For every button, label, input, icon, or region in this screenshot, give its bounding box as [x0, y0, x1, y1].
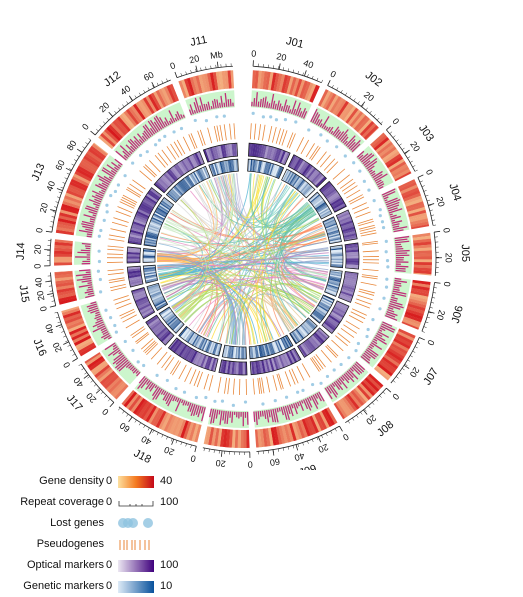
chromosome-label: J02	[363, 69, 384, 89]
tick-label: 40	[43, 323, 56, 336]
legend-optical-markers: Optical markers 0 100	[0, 558, 300, 576]
tick-label: 20	[163, 444, 176, 457]
tick-label: 60	[269, 456, 280, 467]
tick-label: 20	[38, 202, 50, 214]
tick-label: 0	[390, 391, 401, 401]
legend-lost-genes: Lost genes	[0, 516, 300, 534]
tick-label: 20	[435, 309, 447, 321]
tick-label: 0	[80, 122, 91, 132]
tick-label: 20	[408, 140, 422, 154]
synteny-links	[157, 173, 329, 345]
legend-repeat-label: Repeat coverage	[20, 496, 104, 508]
chromosome-label: J15	[17, 284, 32, 303]
legend-genetic-max: 10	[160, 580, 172, 592]
tick-label: 40	[118, 83, 132, 97]
chromosome-label: J17	[64, 392, 85, 413]
tick-label: 40	[302, 58, 315, 71]
tick-label: 20	[317, 442, 330, 455]
legend-gene-density-label: Gene density	[39, 475, 104, 487]
tick-label: 40	[293, 451, 305, 463]
tick-label: 0	[190, 453, 197, 464]
chromosome-label: J14	[15, 242, 28, 260]
tick-label: 20	[408, 365, 422, 379]
tick-label: 20	[32, 244, 42, 254]
legend-optical-min: 0	[106, 559, 112, 571]
chromosome-label: J11	[189, 34, 208, 49]
tick-label: 0	[341, 431, 350, 442]
tick-label: 80	[65, 138, 79, 152]
tick-label: 20	[444, 253, 454, 263]
tick-label: 0	[169, 60, 177, 71]
legend-genetic-min: 0	[106, 580, 112, 592]
optical-markers-swatch	[118, 560, 154, 572]
legend-lost-genes-label: Lost genes	[50, 517, 104, 529]
chromosome-label: J07	[421, 366, 441, 387]
chromosome-label: J13	[30, 162, 48, 183]
tick-label: 20	[362, 89, 376, 103]
legend-repeat-coverage: Repeat coverage 0 100	[0, 495, 300, 513]
tick-label: 20	[276, 51, 288, 63]
legend-pseudogenes-label: Pseudogenes	[37, 538, 104, 550]
legend-pseudogenes: Pseudogenes	[0, 537, 300, 555]
legend-genetic-markers: Genetic markers 0 10	[0, 579, 300, 597]
segment-j13	[46, 138, 174, 246]
chromosome-label: J18	[132, 447, 153, 466]
chromosome-label: J09	[298, 463, 318, 470]
tick-label: 20	[364, 413, 378, 427]
tick-label: 0	[424, 168, 435, 177]
genetic-markers-swatch	[118, 581, 154, 593]
legend-genetic-label: Genetic markers	[23, 580, 104, 592]
repeat-coverage-swatch	[118, 497, 154, 509]
tick-label: 0	[329, 69, 338, 80]
tick-label: 0	[390, 116, 401, 126]
tick-label: 60	[118, 420, 132, 434]
tick-label: 0	[247, 459, 252, 469]
pseudogenes-swatch	[118, 539, 154, 551]
chromosome-label: J06	[450, 304, 466, 324]
legend-optical-label: Optical markers	[27, 559, 104, 571]
tick-label: 40	[33, 277, 44, 288]
tick-label: 20	[188, 53, 200, 65]
legend-gene-density-min: 0	[106, 475, 112, 487]
legend-gene-density: Gene density 0 40	[0, 474, 300, 492]
tick-label: Mb	[210, 49, 224, 61]
tick-label: 0	[34, 227, 45, 233]
tick-label: 40	[140, 434, 154, 448]
tick-label: 20	[51, 341, 64, 354]
tick-label: 0	[61, 360, 72, 369]
tick-label: 40	[44, 180, 57, 193]
tick-label: 0	[100, 406, 110, 417]
chromosome-label: J16	[30, 337, 48, 358]
tick-label: 0	[441, 227, 452, 233]
tick-label: 0	[442, 281, 453, 287]
tick-label: 0	[251, 49, 257, 59]
tick-label: 0	[425, 338, 436, 347]
tick-label: 60	[53, 158, 66, 171]
chromosome-label: J12	[102, 69, 123, 89]
lost-genes-swatch	[118, 516, 158, 530]
tick-label: 0	[38, 305, 49, 312]
tick-label: 20	[215, 458, 226, 469]
tick-label: 0	[32, 263, 42, 268]
chromosome-label: J01	[285, 35, 305, 51]
legend-optical-max: 100	[160, 559, 178, 571]
legend-repeat-min: 0	[106, 496, 112, 508]
chromosome-label: J05	[459, 244, 471, 262]
tick-label: 40	[72, 375, 86, 389]
chromosome-label: J03	[416, 122, 436, 143]
legend-gene-density-max: 40	[160, 475, 172, 487]
tick-label: 60	[142, 70, 155, 83]
chromosome-label: J04	[446, 182, 463, 203]
legend-repeat-max: 100	[160, 496, 178, 508]
tick-label: 20	[434, 196, 446, 208]
gene-density-swatch	[118, 476, 154, 488]
tick-label: 20	[35, 290, 47, 302]
